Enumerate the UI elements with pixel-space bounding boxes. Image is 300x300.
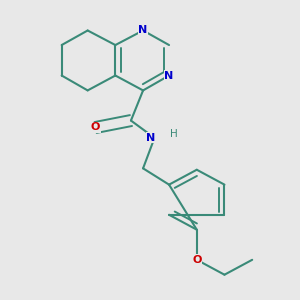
Text: H: H xyxy=(170,129,177,140)
Text: N: N xyxy=(146,133,156,143)
Text: O: O xyxy=(91,122,100,133)
Text: N: N xyxy=(164,70,174,80)
Text: N: N xyxy=(138,26,148,35)
Text: O: O xyxy=(192,255,202,265)
